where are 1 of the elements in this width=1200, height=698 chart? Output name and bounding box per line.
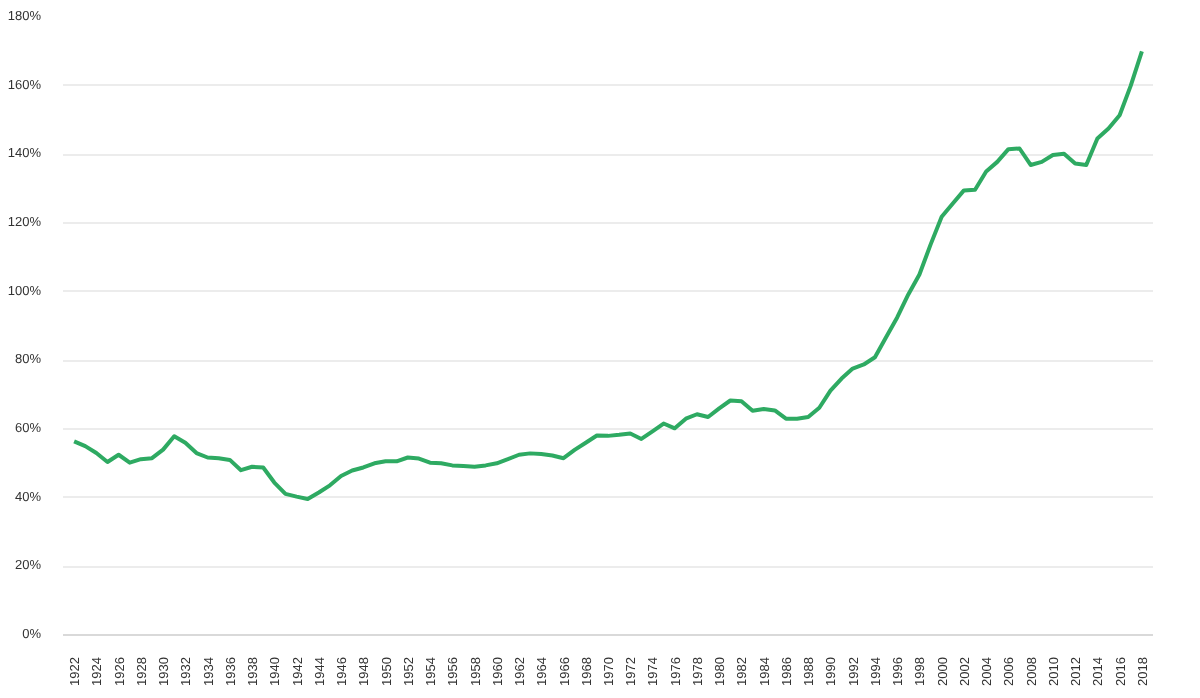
line-series — [72, 49, 1144, 502]
